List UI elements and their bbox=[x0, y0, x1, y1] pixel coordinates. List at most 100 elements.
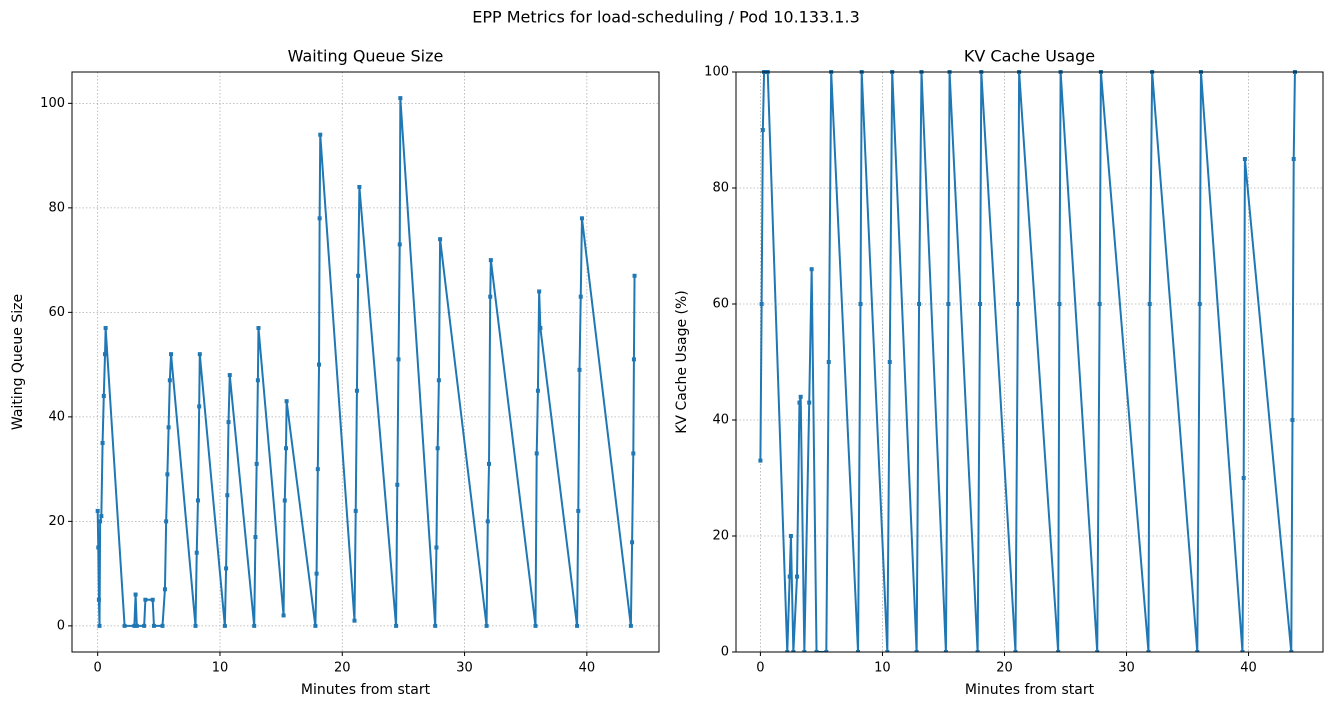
data-marker bbox=[162, 587, 167, 592]
x-tick-label: 10 bbox=[874, 661, 891, 676]
data-marker bbox=[1146, 650, 1151, 652]
data-marker bbox=[1291, 157, 1296, 161]
data-marker bbox=[222, 623, 227, 628]
data-marker bbox=[538, 326, 543, 331]
data-marker bbox=[946, 302, 951, 306]
data-marker bbox=[1241, 476, 1246, 480]
data-marker bbox=[160, 623, 165, 628]
data-marker bbox=[797, 400, 802, 405]
data-marker bbox=[578, 294, 583, 299]
data-marker bbox=[433, 623, 438, 628]
subplot-title: Waiting Queue Size bbox=[288, 47, 444, 66]
data-marker bbox=[317, 362, 322, 367]
data-marker bbox=[95, 508, 100, 513]
axes-frame bbox=[71, 71, 660, 653]
x-axis-label: Minutes from start bbox=[965, 682, 1095, 698]
figure-title: EPP Metrics for load-scheduling / Pod 10… bbox=[472, 8, 860, 27]
data-marker bbox=[791, 650, 796, 652]
data-marker bbox=[225, 493, 230, 498]
data-marker bbox=[787, 574, 792, 579]
x-tick-label: 20 bbox=[334, 661, 351, 676]
data-marker bbox=[100, 440, 105, 445]
data-marker bbox=[487, 461, 492, 466]
data-marker bbox=[224, 566, 229, 571]
data-marker bbox=[256, 326, 261, 331]
data-marker bbox=[1195, 650, 1200, 652]
data-marker bbox=[856, 650, 861, 652]
y-tick-label: 80 bbox=[712, 181, 729, 196]
data-marker bbox=[577, 367, 582, 372]
y-tick-label: 60 bbox=[48, 305, 65, 320]
data-marker bbox=[197, 404, 202, 409]
data-marker bbox=[134, 623, 139, 628]
data-marker bbox=[1240, 650, 1245, 652]
y-tick-label: 20 bbox=[48, 514, 65, 529]
x-tick-label: 30 bbox=[1118, 661, 1135, 676]
data-marker bbox=[194, 550, 199, 555]
y-tick-label: 100 bbox=[40, 96, 65, 111]
data-marker bbox=[103, 326, 108, 331]
y-tick-label: 40 bbox=[48, 409, 65, 424]
data-marker bbox=[917, 302, 922, 306]
data-marker bbox=[352, 618, 357, 623]
x-tick-label: 40 bbox=[1240, 661, 1257, 676]
data-marker bbox=[1290, 418, 1295, 422]
data-marker bbox=[438, 237, 443, 242]
y-tick-label: 0 bbox=[57, 618, 65, 633]
data-marker bbox=[537, 289, 542, 294]
data-marker bbox=[534, 451, 539, 456]
data-marker bbox=[255, 378, 260, 383]
data-marker bbox=[1097, 302, 1102, 306]
data-marker bbox=[579, 216, 584, 221]
data-marker bbox=[759, 302, 764, 306]
data-marker bbox=[97, 623, 102, 628]
data-marker bbox=[133, 592, 138, 597]
data-marker bbox=[1289, 650, 1294, 652]
data-marker bbox=[227, 373, 232, 378]
data-marker bbox=[1095, 650, 1100, 652]
data-marker bbox=[195, 498, 200, 503]
data-marker bbox=[632, 273, 637, 278]
data-marker bbox=[887, 360, 892, 364]
data-marker bbox=[1056, 650, 1061, 652]
data-marker bbox=[166, 425, 171, 430]
data-marker bbox=[760, 128, 765, 132]
data-marker bbox=[284, 399, 289, 404]
data-marker bbox=[353, 508, 358, 513]
data-marker bbox=[631, 451, 636, 456]
data-marker bbox=[396, 357, 401, 362]
data-marker bbox=[169, 352, 174, 357]
x-axis-label: Minutes from start bbox=[301, 682, 431, 698]
data-marker bbox=[143, 597, 148, 602]
data-marker bbox=[885, 650, 890, 652]
data-marker bbox=[252, 623, 257, 628]
y-tick-label: 0 bbox=[721, 645, 729, 660]
data-marker bbox=[1057, 302, 1062, 306]
data-marker bbox=[96, 545, 101, 550]
data-marker bbox=[99, 514, 104, 519]
y-tick-label: 60 bbox=[712, 297, 729, 312]
y-axis-label: Waiting Queue Size bbox=[10, 294, 26, 430]
data-marker bbox=[795, 574, 800, 579]
data-marker bbox=[436, 378, 441, 383]
x-tick-label: 30 bbox=[456, 661, 473, 676]
data-marker bbox=[314, 571, 319, 576]
data-marker bbox=[96, 597, 101, 602]
plot-area bbox=[758, 70, 1297, 652]
data-marker bbox=[164, 519, 169, 524]
data-marker bbox=[398, 96, 403, 101]
data-marker bbox=[434, 545, 439, 550]
data-marker bbox=[150, 597, 155, 602]
data-marker bbox=[394, 623, 399, 628]
data-marker bbox=[858, 302, 863, 306]
data-marker bbox=[575, 623, 580, 628]
data-marker bbox=[975, 650, 980, 652]
data-marker bbox=[1147, 302, 1152, 306]
data-marker bbox=[1015, 302, 1020, 306]
data-marker bbox=[197, 352, 202, 357]
data-marker bbox=[151, 623, 156, 628]
data-marker bbox=[313, 623, 318, 628]
data-marker bbox=[122, 623, 127, 628]
data-marker bbox=[356, 273, 361, 278]
data-marker bbox=[943, 650, 948, 652]
